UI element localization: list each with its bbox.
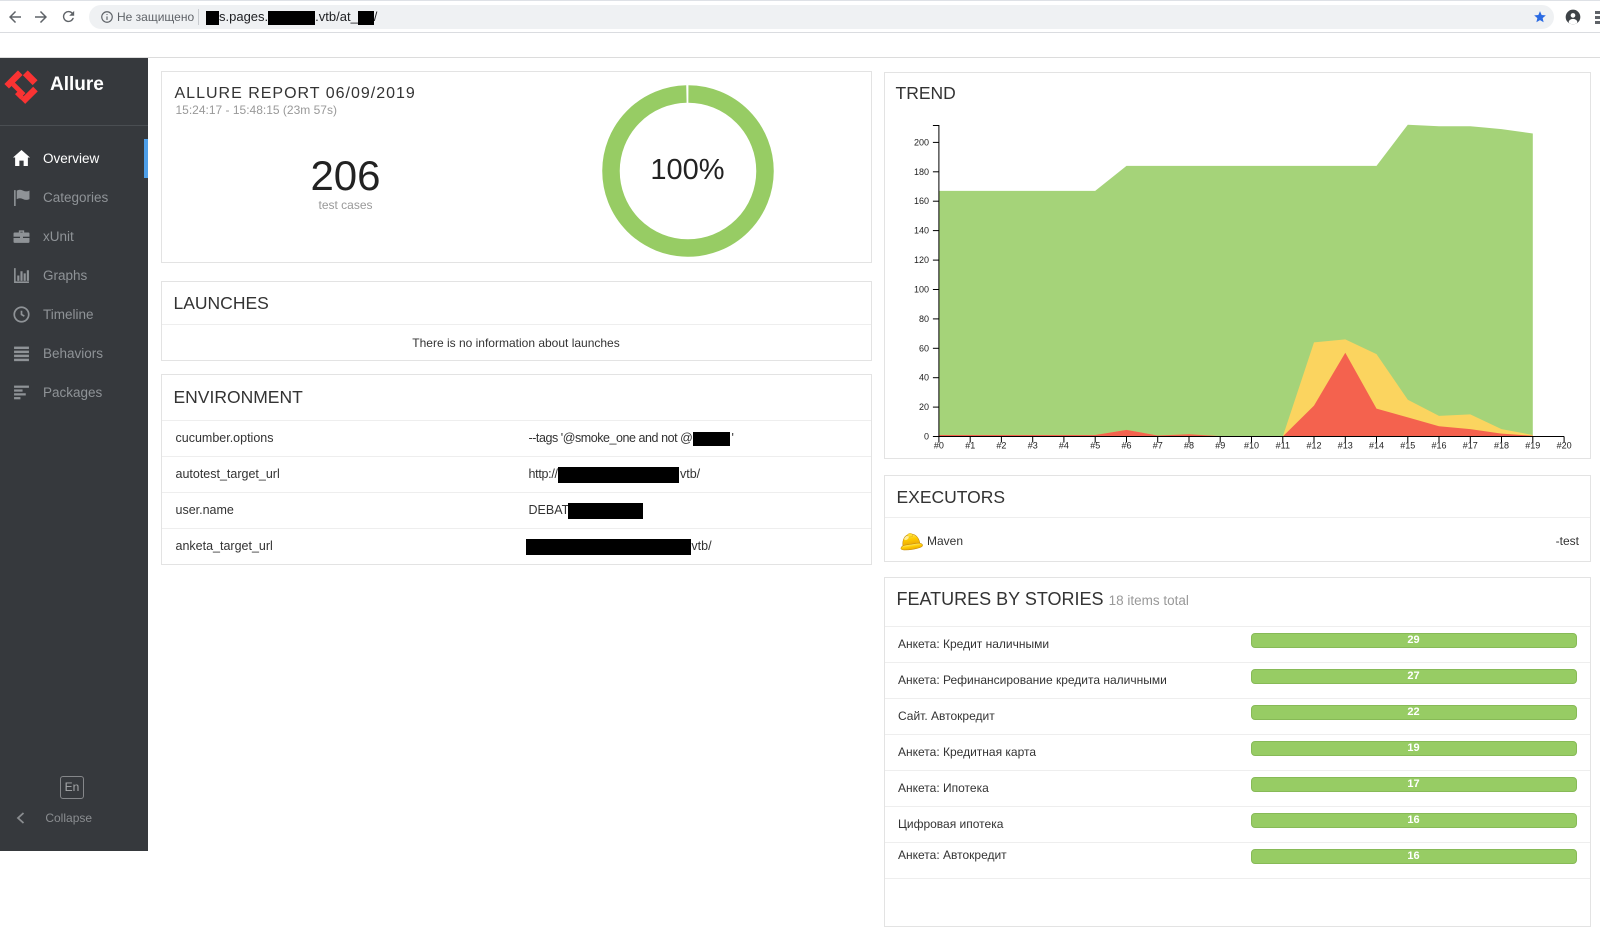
svg-text:20: 20 (919, 402, 929, 412)
svg-text:#9: #9 (1215, 440, 1225, 450)
svg-text:#1: #1 (965, 440, 975, 450)
svg-text:#7: #7 (1153, 440, 1163, 450)
svg-text:#15: #15 (1400, 440, 1415, 450)
svg-text:#17: #17 (1463, 440, 1478, 450)
svg-text:#20: #20 (1557, 440, 1572, 450)
svg-text:#18: #18 (1494, 440, 1509, 450)
svg-text:#5: #5 (1090, 440, 1100, 450)
svg-text:#8: #8 (1184, 440, 1194, 450)
svg-text:#6: #6 (1121, 440, 1131, 450)
svg-text:#13: #13 (1338, 440, 1353, 450)
svg-text:180: 180 (914, 166, 929, 176)
svg-text:120: 120 (914, 255, 929, 265)
svg-text:100: 100 (914, 284, 929, 294)
svg-text:40: 40 (919, 372, 929, 382)
svg-text:#3: #3 (1028, 440, 1038, 450)
svg-text:#11: #11 (1276, 440, 1290, 450)
svg-text:160: 160 (914, 196, 929, 206)
svg-text:0: 0 (924, 431, 929, 441)
svg-text:140: 140 (914, 225, 929, 235)
svg-text:#12: #12 (1306, 440, 1321, 450)
svg-text:#0: #0 (934, 440, 944, 450)
svg-text:60: 60 (919, 343, 929, 353)
svg-text:80: 80 (919, 313, 929, 323)
svg-text:#19: #19 (1525, 440, 1540, 450)
svg-text:#2: #2 (996, 440, 1006, 450)
svg-text:#16: #16 (1431, 440, 1446, 450)
svg-text:200: 200 (914, 137, 929, 147)
svg-text:#14: #14 (1369, 440, 1384, 450)
svg-text:#4: #4 (1059, 440, 1069, 450)
svg-text:#10: #10 (1244, 440, 1259, 450)
